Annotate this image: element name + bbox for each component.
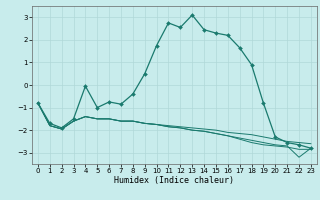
X-axis label: Humidex (Indice chaleur): Humidex (Indice chaleur) [115,176,234,185]
